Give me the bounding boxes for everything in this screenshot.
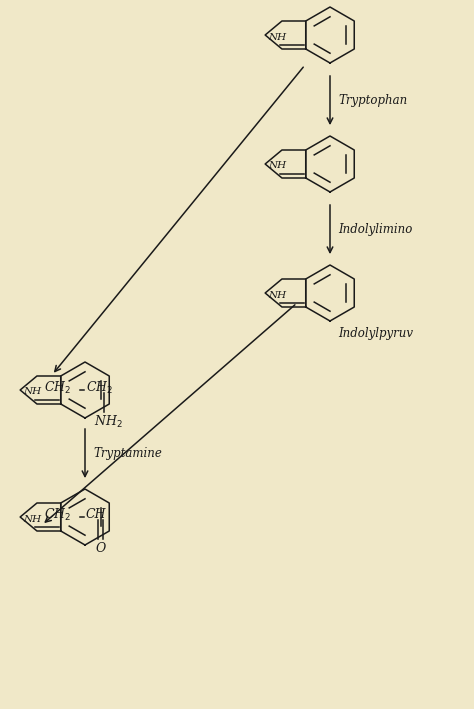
Text: NH: NH — [23, 388, 41, 396]
Text: Indolylpyruv: Indolylpyruv — [338, 327, 413, 340]
Text: NH: NH — [268, 162, 286, 170]
Text: Tryptophan: Tryptophan — [338, 94, 407, 107]
Text: NH: NH — [23, 515, 41, 523]
Text: Tryptamine: Tryptamine — [93, 447, 162, 460]
Text: CH: CH — [86, 508, 107, 522]
Text: CH$_2$: CH$_2$ — [86, 380, 113, 396]
Text: Indolylimino: Indolylimino — [338, 223, 412, 236]
Text: CH$_2$: CH$_2$ — [44, 507, 71, 523]
Text: CH$_2$: CH$_2$ — [44, 380, 71, 396]
Text: NH: NH — [268, 33, 286, 42]
Text: NH: NH — [268, 291, 286, 299]
Text: NH$_2$: NH$_2$ — [94, 414, 123, 430]
Text: O: O — [96, 542, 106, 555]
